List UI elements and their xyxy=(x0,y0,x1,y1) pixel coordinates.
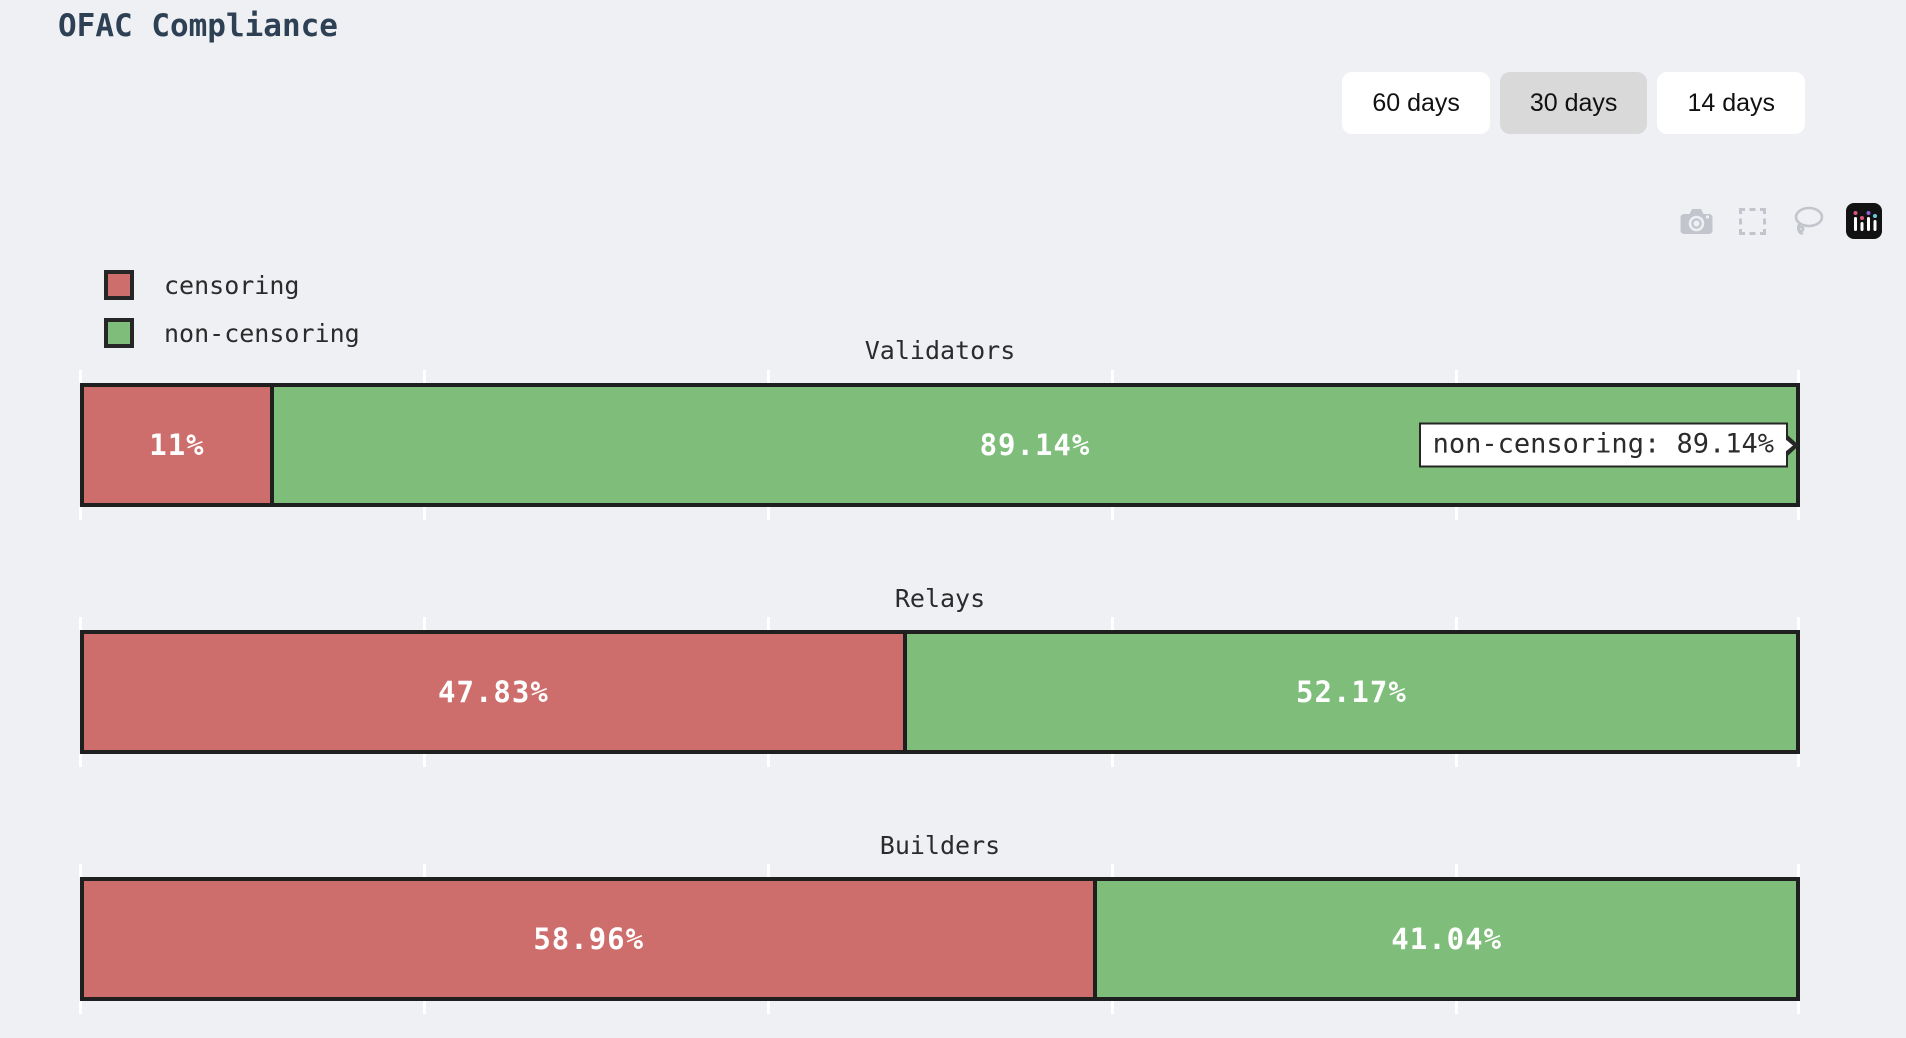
axis-tick xyxy=(1111,754,1114,767)
axis-tick xyxy=(79,617,82,630)
axis-tick xyxy=(1797,617,1800,630)
bar-segment-value-label: 11% xyxy=(149,428,205,462)
axis-tick xyxy=(423,507,426,520)
axis-tick xyxy=(1111,1001,1114,1014)
axis-tick-row xyxy=(79,370,1800,383)
axis-tick xyxy=(79,507,82,520)
box-select-shape xyxy=(1738,207,1766,235)
axis-tick xyxy=(1797,507,1800,520)
axis-tick xyxy=(79,370,82,383)
page-title: OFAC Compliance xyxy=(58,8,338,44)
axis-tick xyxy=(767,370,770,383)
time-range-button-14-days[interactable]: 14 days xyxy=(1657,72,1805,134)
bar-category-title-validators: Validators xyxy=(864,336,1016,365)
axis-tick xyxy=(79,1001,82,1014)
bar-segment-validators-censoring[interactable]: 11% xyxy=(84,387,270,503)
axis-tick xyxy=(79,754,82,767)
axis-tick xyxy=(1455,1001,1458,1014)
bar-segment-value-label: 89.14% xyxy=(979,428,1091,462)
axis-tick-row xyxy=(79,754,1800,767)
axis-tick xyxy=(1455,507,1458,520)
bar-segment-value-label: 41.04% xyxy=(1391,922,1503,956)
bar-segment-builders-censoring[interactable]: 58.96% xyxy=(84,881,1094,997)
axis-tick xyxy=(423,1001,426,1014)
axis-tick-row xyxy=(79,617,1800,630)
axis-tick xyxy=(1455,864,1458,877)
bar-segment-value-label: 52.17% xyxy=(1296,675,1407,709)
camera-icon[interactable] xyxy=(1678,203,1714,239)
bar-category-title-relays: Relays xyxy=(894,584,986,613)
plotly-logo-icon[interactable] xyxy=(1846,203,1882,239)
axis-tick xyxy=(1455,754,1458,767)
bar-category-title-builders: Builders xyxy=(879,831,1001,860)
axis-tick xyxy=(1797,370,1800,383)
axis-tick xyxy=(1797,864,1800,877)
bar-row-relays: 47.83% 52.17% xyxy=(80,630,1800,754)
legend-item-censoring[interactable]: censoring xyxy=(104,270,360,300)
legend-swatch-censoring xyxy=(104,270,134,300)
axis-tick-row xyxy=(79,864,1800,877)
axis-tick xyxy=(423,754,426,767)
hover-tooltip: non-censoring: 89.14% xyxy=(1418,422,1788,468)
bar-segment-builders-non-censoring[interactable]: 41.04% xyxy=(1093,881,1796,997)
axis-tick xyxy=(79,864,82,877)
time-range-button-30-days[interactable]: 30 days xyxy=(1499,72,1648,134)
axis-tick xyxy=(767,507,770,520)
axis-tick-row xyxy=(79,1001,1800,1014)
bar-segment-value-label: 58.96% xyxy=(533,922,645,956)
bar-segment-relays-non-censoring[interactable]: 52.17% xyxy=(902,634,1796,750)
legend-label-non-censoring: non-censoring xyxy=(164,318,360,348)
bar-segment-value-label: 47.83% xyxy=(438,675,549,709)
time-range-group: 60 days 30 days 14 days xyxy=(1342,72,1805,134)
lasso-select-icon[interactable] xyxy=(1790,203,1826,239)
axis-tick xyxy=(1111,617,1114,630)
axis-tick xyxy=(423,617,426,630)
axis-tick xyxy=(1455,617,1458,630)
legend-item-non-censoring[interactable]: non-censoring xyxy=(104,318,360,348)
box-select-icon[interactable] xyxy=(1734,203,1770,239)
axis-tick xyxy=(1111,370,1114,383)
hover-tooltip-text: non-censoring: 89.14% xyxy=(1432,428,1774,460)
legend-label-censoring: censoring xyxy=(164,270,300,300)
axis-tick xyxy=(767,754,770,767)
time-range-button-60-days[interactable]: 60 days xyxy=(1342,72,1490,134)
axis-tick xyxy=(767,1001,770,1014)
axis-tick xyxy=(423,864,426,877)
axis-tick xyxy=(767,864,770,877)
modebar xyxy=(1678,203,1882,239)
bar-segment-relays-censoring[interactable]: 47.83% xyxy=(84,634,903,750)
legend-swatch-non-censoring xyxy=(104,318,134,348)
axis-tick xyxy=(423,370,426,383)
axis-tick xyxy=(1797,754,1800,767)
axis-tick xyxy=(1455,370,1458,383)
axis-tick xyxy=(767,617,770,630)
axis-tick xyxy=(1797,1001,1800,1014)
axis-tick xyxy=(1111,507,1114,520)
legend: censoring non-censoring xyxy=(104,270,360,366)
bar-row-builders: 58.96% 41.04% xyxy=(80,877,1800,1001)
axis-tick xyxy=(1111,864,1114,877)
axis-tick-row xyxy=(79,507,1800,520)
